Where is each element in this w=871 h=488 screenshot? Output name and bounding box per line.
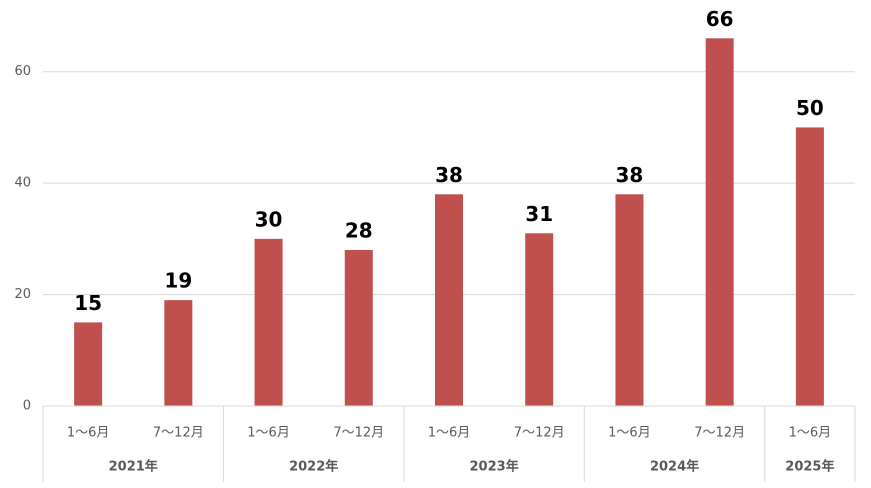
x-tick-label: 7～12月 — [694, 426, 745, 441]
group-label: 2025年 — [785, 459, 834, 475]
bar — [435, 194, 463, 406]
x-tick-label: 7～12月 — [333, 426, 384, 441]
group-label: 2023年 — [470, 459, 519, 475]
bar — [705, 38, 734, 407]
y-tick-label: 40 — [14, 176, 31, 191]
x-tick-label: 7～12月 — [153, 426, 204, 441]
bar — [164, 300, 193, 406]
x-tick-label: 1～6月 — [608, 426, 651, 441]
bar — [344, 250, 373, 406]
data-label: 38 — [616, 163, 644, 187]
y-tick-label: 0 — [23, 399, 31, 414]
data-label: 38 — [435, 163, 463, 187]
bar — [615, 194, 644, 406]
data-label: 15 — [74, 291, 102, 315]
x-tick-label: 1～6月 — [789, 426, 832, 441]
data-label: 31 — [525, 202, 553, 226]
x-tick-label: 1～6月 — [67, 426, 110, 441]
group-label: 2024年 — [650, 459, 699, 475]
data-label: 28 — [345, 219, 373, 243]
bar — [795, 127, 824, 406]
data-label: 66 — [706, 7, 734, 31]
x-tick-label: 7～12月 — [514, 426, 565, 441]
group-label: 2022年 — [289, 459, 338, 475]
x-tick-label: 1～6月 — [428, 426, 471, 441]
y-tick-label: 20 — [14, 287, 31, 302]
data-label: 19 — [164, 269, 192, 293]
data-label: 30 — [255, 207, 283, 231]
x-tick-label: 1～6月 — [247, 426, 290, 441]
group-label: 2021年 — [109, 459, 158, 475]
bar — [254, 238, 283, 406]
bar — [74, 322, 103, 406]
y-tick-label: 60 — [14, 64, 31, 79]
data-label: 50 — [796, 96, 824, 120]
bar — [525, 233, 554, 406]
